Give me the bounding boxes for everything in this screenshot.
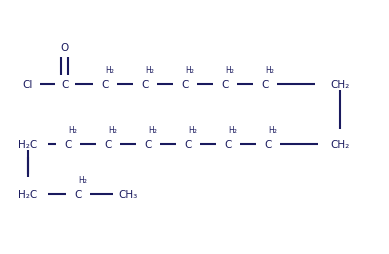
Text: C: C [104, 139, 112, 149]
Text: C: C [101, 80, 109, 90]
Text: C: C [181, 80, 189, 90]
Text: C: C [224, 139, 232, 149]
Text: C: C [264, 139, 272, 149]
Text: C: C [261, 80, 269, 90]
Text: Cl: Cl [23, 80, 33, 90]
Text: H₂: H₂ [226, 66, 235, 75]
Text: CH₃: CH₃ [118, 189, 138, 199]
Text: H₂: H₂ [109, 126, 117, 135]
Text: H₂: H₂ [145, 66, 154, 75]
Text: H₂: H₂ [268, 126, 277, 135]
Text: O: O [61, 43, 69, 53]
Text: C: C [144, 139, 152, 149]
Text: H₂C: H₂C [18, 189, 38, 199]
Text: H₂: H₂ [105, 66, 114, 75]
Text: H₂C: H₂C [18, 139, 38, 149]
Text: H₂: H₂ [149, 126, 158, 135]
Text: H₂: H₂ [266, 66, 274, 75]
Text: C: C [61, 80, 69, 90]
Text: H₂: H₂ [186, 66, 194, 75]
Text: H₂: H₂ [229, 126, 237, 135]
Text: H₂: H₂ [189, 126, 198, 135]
Text: H₂: H₂ [68, 126, 77, 135]
Text: C: C [141, 80, 149, 90]
Text: C: C [64, 139, 72, 149]
Text: CH₂: CH₂ [330, 80, 350, 90]
Text: H₂: H₂ [79, 176, 88, 185]
Text: C: C [74, 189, 82, 199]
Text: CH₂: CH₂ [330, 139, 350, 149]
Text: C: C [184, 139, 192, 149]
Text: C: C [221, 80, 229, 90]
